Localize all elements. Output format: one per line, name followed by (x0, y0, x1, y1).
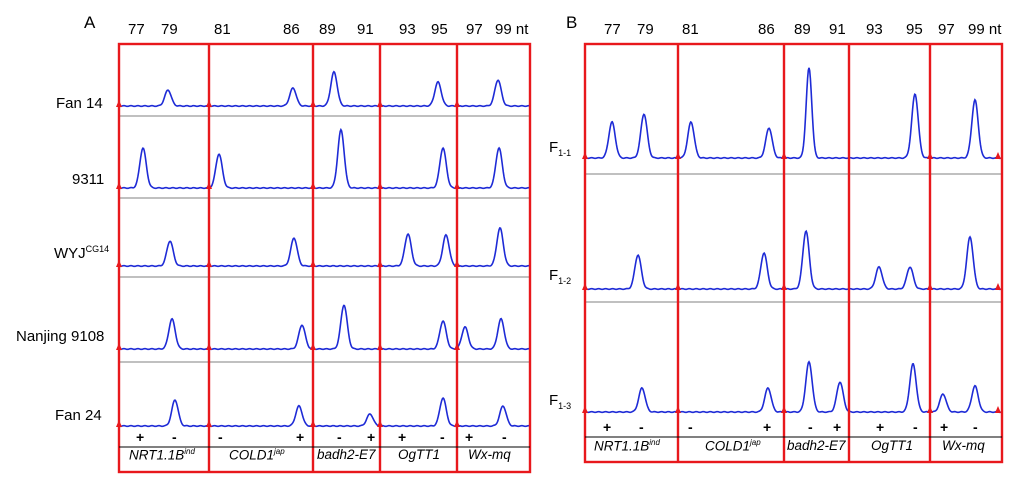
size-marker-triangle (995, 152, 1001, 159)
allele-sign: - (337, 429, 342, 445)
allele-sign: - (808, 419, 813, 435)
trace-a-row-2 (118, 127, 531, 190)
panel-a-size-label: 77 (128, 21, 145, 38)
marker-label-cold1: COLD1jap (705, 438, 761, 454)
panel-a-frame (117, 42, 532, 474)
allele-sign: - (440, 429, 445, 445)
sample-label-nanjing9108: Nanjing 9108 (16, 328, 105, 345)
trace-b-row-2 (584, 229, 1002, 291)
panel-a-size-label: 81 (214, 21, 231, 38)
panel-b-letter: B (566, 13, 578, 32)
panel-a-size-label: 95 (431, 21, 448, 38)
panel-a-size-label: 89 (319, 21, 336, 38)
panel-b-size-label: 91 (829, 21, 846, 38)
allele-sign: - (913, 419, 918, 435)
panel-a-size-label: 93 (399, 21, 416, 38)
panel-b-size-label: 97 (938, 21, 955, 38)
size-marker-triangle (995, 283, 1001, 290)
marker-label-badh2: badh2-E7 (787, 438, 846, 453)
marker-label-nrt11b: NRT1.1Bind (594, 438, 660, 454)
trace-b-row-1 (584, 67, 1002, 160)
size-marker-triangle (995, 406, 1001, 413)
allele-sign: - (639, 419, 644, 435)
panel-b-size-label: 79 (637, 21, 654, 38)
panel-a-size-label: 99 nt (495, 21, 529, 38)
panel-b-size-label: 77 (604, 21, 621, 38)
marker-label-ogtt1: OgTT1 (871, 438, 914, 453)
allele-sign: - (172, 429, 177, 445)
allele-sign: + (367, 429, 376, 445)
allele-sign: + (876, 419, 885, 435)
sample-label-f1-1: F1-1 (549, 139, 572, 158)
trace-a-row-1 (118, 70, 531, 108)
panel-b-frame (583, 42, 1004, 464)
panel-b-size-label: 81 (682, 21, 699, 38)
panel-b-size-label: 95 (906, 21, 923, 38)
panel-b-size-label: 86 (758, 21, 775, 38)
allele-sign: + (763, 419, 772, 435)
panel-b-size-label: 89 (794, 21, 811, 38)
panel-a-size-label: 91 (357, 21, 374, 38)
allele-sign: - (973, 419, 978, 435)
marker-label-badh2: badh2-E7 (317, 447, 376, 462)
allele-sign: - (688, 419, 693, 435)
marker-label-nrt11b: NRT1.1Bind (129, 447, 195, 463)
panel-a-size-label: 86 (283, 21, 300, 38)
panel-b-size-label: 93 (866, 21, 883, 38)
allele-sign: + (833, 419, 842, 435)
marker-label-cold1: COLD1jap (229, 447, 285, 463)
sample-label-f1-2: F1-2 (549, 267, 572, 286)
marker-label-wxmq: Wx-mq (468, 447, 511, 462)
sample-label-fan24: Fan 24 (55, 407, 102, 424)
sample-label-fan14: Fan 14 (56, 95, 103, 112)
allele-sign: + (136, 429, 145, 445)
marker-label-wxmq: Wx-mq (942, 438, 985, 453)
panel-a-size-label: 97 (466, 21, 483, 38)
allele-sign: + (465, 429, 474, 445)
allele-sign: + (940, 419, 949, 435)
trace-a-row-5 (118, 397, 531, 428)
sample-label-wyj: WYJCG14 (54, 244, 110, 262)
panel-a-size-label: 79 (161, 21, 178, 38)
allele-sign: + (398, 429, 407, 445)
sample-label-f1-3: F1-3 (549, 392, 572, 411)
panel-b-size-label: 99 nt (968, 21, 1002, 38)
trace-a-row-4 (118, 304, 531, 351)
allele-sign: + (296, 429, 305, 445)
allele-sign: - (218, 429, 223, 445)
marker-label-ogtt1: OgTT1 (398, 447, 441, 462)
allele-sign: - (502, 429, 507, 445)
allele-sign: + (603, 419, 612, 435)
sample-label-9311: 9311 (72, 171, 105, 188)
panel-a-letter: A (84, 13, 96, 32)
trace-a-row-3 (118, 226, 531, 268)
trace-b-row-3 (584, 360, 1002, 414)
